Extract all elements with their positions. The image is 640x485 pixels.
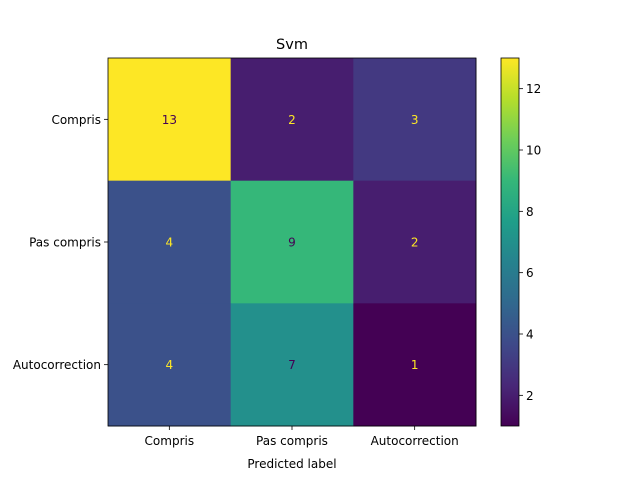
heatmap-cell bbox=[353, 58, 477, 182]
heatmap-cell bbox=[353, 180, 477, 304]
cell-value-label: 2 bbox=[288, 113, 296, 127]
cell-value-label: 9 bbox=[288, 236, 296, 250]
cell-value-label: 2 bbox=[411, 236, 419, 250]
colorbar-gradient bbox=[500, 57, 520, 427]
x-tick-label: Autocorrection bbox=[371, 434, 459, 448]
y-tick-label: Compris bbox=[51, 113, 101, 127]
colorbar-tick-label: 2 bbox=[526, 389, 534, 403]
axis-ticks: Compris Pas compris Autocorrection Compris P… bbox=[13, 113, 459, 448]
heatmap-cell bbox=[108, 180, 232, 304]
heatmap-cell bbox=[230, 303, 354, 427]
heatmap-cells: 13 2 3 4 9 2 4 7 1 bbox=[107, 57, 477, 427]
y-tick-label: Autocorrection bbox=[13, 358, 101, 372]
colorbar-tick-label: 4 bbox=[526, 328, 534, 342]
cell-value-label: 13 bbox=[162, 113, 177, 127]
heatmap-cell bbox=[353, 303, 477, 427]
colorbar-tick-label: 8 bbox=[526, 205, 534, 219]
heatmap-cell bbox=[230, 180, 354, 304]
colorbar: 2 4 6 8 10 12 bbox=[500, 57, 541, 427]
cell-value-label: 4 bbox=[166, 236, 174, 250]
cell-value-label: 1 bbox=[411, 358, 419, 372]
heatmap-cell bbox=[108, 303, 232, 427]
colorbar-tick-label: 12 bbox=[526, 82, 541, 96]
cell-value-label: 3 bbox=[411, 113, 419, 127]
colorbar-tick-label: 6 bbox=[526, 266, 534, 280]
y-tick-label: Pas compris bbox=[29, 236, 101, 250]
chart-title: Svm bbox=[276, 37, 308, 53]
x-tick-label: Pas compris bbox=[256, 434, 328, 448]
colorbar-tick-label: 10 bbox=[526, 144, 541, 158]
x-tick-label: Compris bbox=[145, 434, 195, 448]
heatmap-cell bbox=[230, 58, 354, 182]
heatmap-cell bbox=[108, 58, 232, 182]
x-axis-label: Predicted label bbox=[247, 457, 336, 471]
cell-value-label: 4 bbox=[166, 358, 174, 372]
cell-value-label: 7 bbox=[288, 358, 296, 372]
